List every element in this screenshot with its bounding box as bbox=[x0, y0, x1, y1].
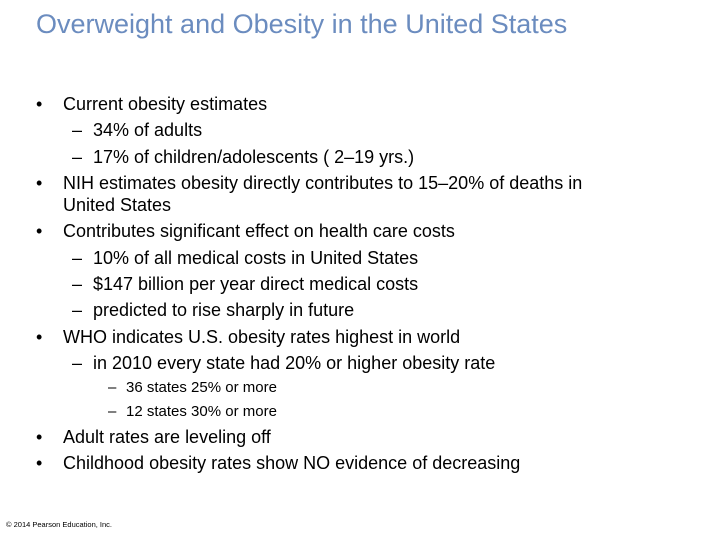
slide-title: Overweight and Obesity in the United Sta… bbox=[36, 9, 568, 39]
sub-sub-bullet-text: 12 states 30% or more bbox=[126, 403, 277, 420]
sub-bullet-marker: – bbox=[72, 248, 83, 268]
bullet-continuation: United States bbox=[63, 194, 171, 216]
bullet-marker: • bbox=[36, 94, 43, 114]
copyright-footer: © 2014 Pearson Education, Inc. bbox=[6, 520, 113, 529]
sub-bullet-text: 10% of all medical costs in United State… bbox=[93, 248, 419, 268]
bullet-marker: • bbox=[36, 427, 43, 447]
bullet-text: WHO indicates U.S. obesity rates highest… bbox=[63, 327, 461, 347]
bullet-marker: • bbox=[36, 221, 43, 241]
sub-bullet-marker: – bbox=[72, 274, 83, 294]
bullet-text: Adult rates are leveling off bbox=[63, 427, 271, 447]
sub-sub-bullet-text: 36 states 25% or more bbox=[126, 379, 277, 396]
bullet-text: Childhood obesity rates show NO evidence… bbox=[63, 453, 521, 473]
bullet-marker: • bbox=[36, 327, 43, 347]
sub-bullet-marker: – bbox=[72, 120, 83, 140]
bullet-text: NIH estimates obesity directly contribut… bbox=[63, 173, 583, 193]
sub-bullet-marker: – bbox=[72, 353, 83, 373]
bullet-marker: • bbox=[36, 453, 43, 473]
sub-bullet-text: 34% of adults bbox=[93, 120, 203, 140]
bullet-marker: • bbox=[36, 173, 43, 193]
sub-bullet-marker: – bbox=[72, 300, 83, 320]
bullet-text: United States bbox=[63, 195, 172, 215]
sub-bullet-text: 17% of children/adolescents ( 2–19 yrs.) bbox=[93, 147, 415, 167]
sub-sub-bullet-marker: – bbox=[108, 379, 117, 396]
sub-bullet-text: predicted to rise sharply in future bbox=[93, 300, 355, 320]
bullet-text: Current obesity estimates bbox=[63, 94, 268, 114]
sub-sub-bullet-marker: – bbox=[108, 403, 117, 420]
sub-bullet-text: $147 billion per year direct medical cos… bbox=[93, 274, 419, 294]
sub-bullet-marker: – bbox=[72, 147, 83, 167]
sub-bullet-text: in 2010 every state had 20% or higher ob… bbox=[93, 353, 496, 373]
bullet-text: Contributes significant effect on health… bbox=[63, 221, 455, 241]
